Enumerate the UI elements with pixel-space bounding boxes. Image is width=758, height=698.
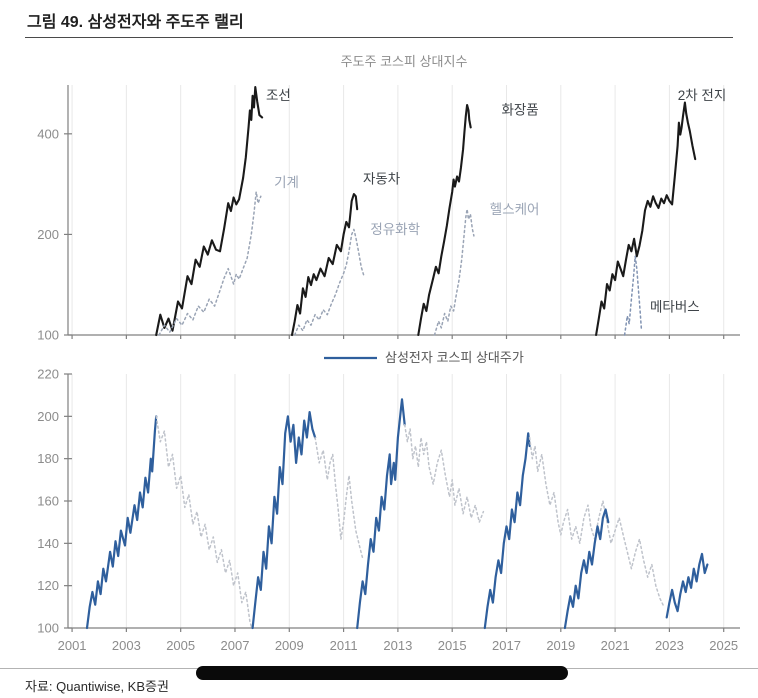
series-samsung-rally-5 (563, 508, 610, 630)
sector-label: 헬스케어 (490, 202, 540, 217)
series-decline-4 (528, 436, 665, 608)
series-refining-chemicals (293, 228, 365, 336)
y-tick-label: 220 (37, 367, 59, 382)
figure-title: 그림 49. 삼성전자와 주도주 랠리 (27, 14, 244, 31)
x-tick-label: 2017 (492, 638, 521, 653)
y-tick-label: 140 (37, 536, 59, 551)
x-tick-label: 2013 (383, 638, 412, 653)
y-tick-label: 200 (37, 227, 59, 242)
series-machinery (158, 191, 262, 336)
series-samsung-rally-2 (251, 411, 317, 630)
x-tick-label: 2021 (601, 638, 630, 653)
x-tick-label: 2001 (58, 638, 87, 653)
series-samsung-rally-6 (665, 552, 709, 619)
series-samsung-rally-3 (356, 398, 406, 630)
redaction-bar (196, 666, 568, 680)
x-tick-label: 2005 (166, 638, 195, 653)
y-tick-label: 100 (37, 621, 59, 636)
sector-label: 자동차 (363, 171, 401, 186)
y-tick-label: 100 (37, 328, 59, 343)
y-tick-label: 120 (37, 578, 59, 593)
sector-label: 2차 전지 (678, 88, 727, 103)
source-note: 자료: Quantiwise, KB증권 (25, 679, 169, 694)
series-cosmetics (417, 103, 472, 337)
y-tick-label: 400 (37, 126, 59, 141)
x-tick-label: 2003 (112, 638, 141, 653)
x-tick-label: 2015 (438, 638, 467, 653)
y-tick-label: 200 (37, 409, 59, 424)
bottom-chart: 100 120 140 160 180 200 220 2001 2003 2005 2007 200… (37, 350, 740, 653)
x-tick-label: 2019 (546, 638, 575, 653)
series-samsung-rally-4 (483, 432, 531, 630)
y-tick-label: 160 (37, 494, 59, 509)
series-decline-1 (155, 415, 253, 629)
series-decline-2 (314, 436, 364, 559)
series-decline-3 (403, 424, 485, 523)
chart-title: 주도주 코스피 상대지수 (341, 54, 468, 69)
series-samsung-rally-1 (85, 415, 158, 630)
series-secondary-battery (595, 101, 697, 337)
series-metaverse (623, 255, 643, 336)
series-automobile (290, 193, 359, 337)
sector-label: 기계 (274, 175, 299, 190)
x-tick-label: 2023 (655, 638, 684, 653)
title-divider (25, 37, 733, 38)
sector-label: 화장품 (501, 102, 538, 117)
x-tick-label: 2011 (330, 638, 358, 653)
sector-label: 정유화학 (370, 222, 420, 237)
legend-label: 삼성전자 코스피 상대주가 (385, 350, 524, 365)
x-tick-label: 2025 (709, 638, 738, 653)
x-tick-label: 2009 (275, 638, 304, 653)
y-tick-label: 180 (37, 451, 59, 466)
x-tick-label: 2007 (221, 638, 250, 653)
series-healthcare (433, 208, 475, 336)
series-shipbuilding (155, 86, 264, 337)
sector-label: 메타버스 (650, 299, 700, 314)
sector-label: 조선 (266, 88, 291, 103)
